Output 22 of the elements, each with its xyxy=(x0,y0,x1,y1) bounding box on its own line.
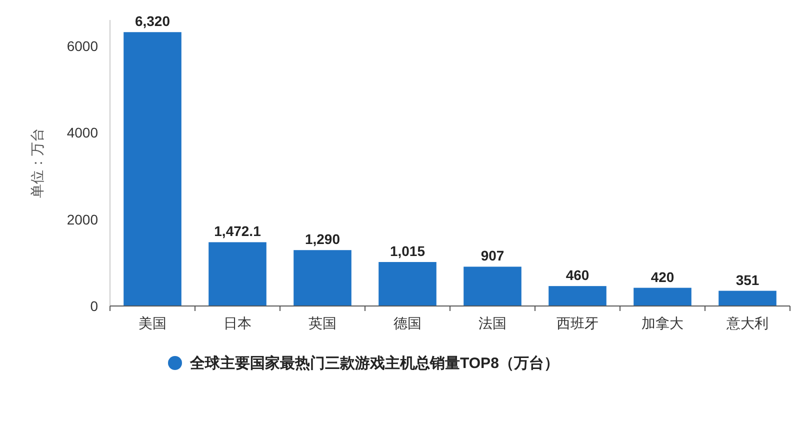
y-tick-label: 0 xyxy=(90,298,98,314)
data-label: 6,320 xyxy=(134,13,170,30)
x-tick-label: 德国 xyxy=(394,315,422,331)
x-tick-label: 英国 xyxy=(308,315,336,331)
legend-label: 全球主要国家最热门三款游戏主机总销量TOP8（万台） xyxy=(189,354,559,372)
x-tick-label: 加拿大 xyxy=(642,315,684,331)
data-label: 460 xyxy=(566,267,590,284)
y-tick-label: 6000 xyxy=(66,38,98,54)
data-label: 907 xyxy=(480,248,504,264)
y-tick-label: 2000 xyxy=(66,211,98,228)
data-label: 1,015 xyxy=(390,243,426,260)
data-label: 420 xyxy=(650,268,674,285)
x-tick-label: 意大利 xyxy=(726,315,768,331)
y-axis-title: 单位：万台 xyxy=(29,128,45,198)
data-label: 1,472.1 xyxy=(214,223,262,240)
data-label: 351 xyxy=(736,272,760,288)
y-tick-label: 4000 xyxy=(66,124,98,141)
x-tick-label: 西班牙 xyxy=(556,315,598,331)
x-tick-label: 日本 xyxy=(224,315,252,331)
data-label: 1,290 xyxy=(304,231,340,248)
x-tick-label: 法国 xyxy=(478,315,506,331)
x-tick-label: 美国 xyxy=(138,315,166,331)
